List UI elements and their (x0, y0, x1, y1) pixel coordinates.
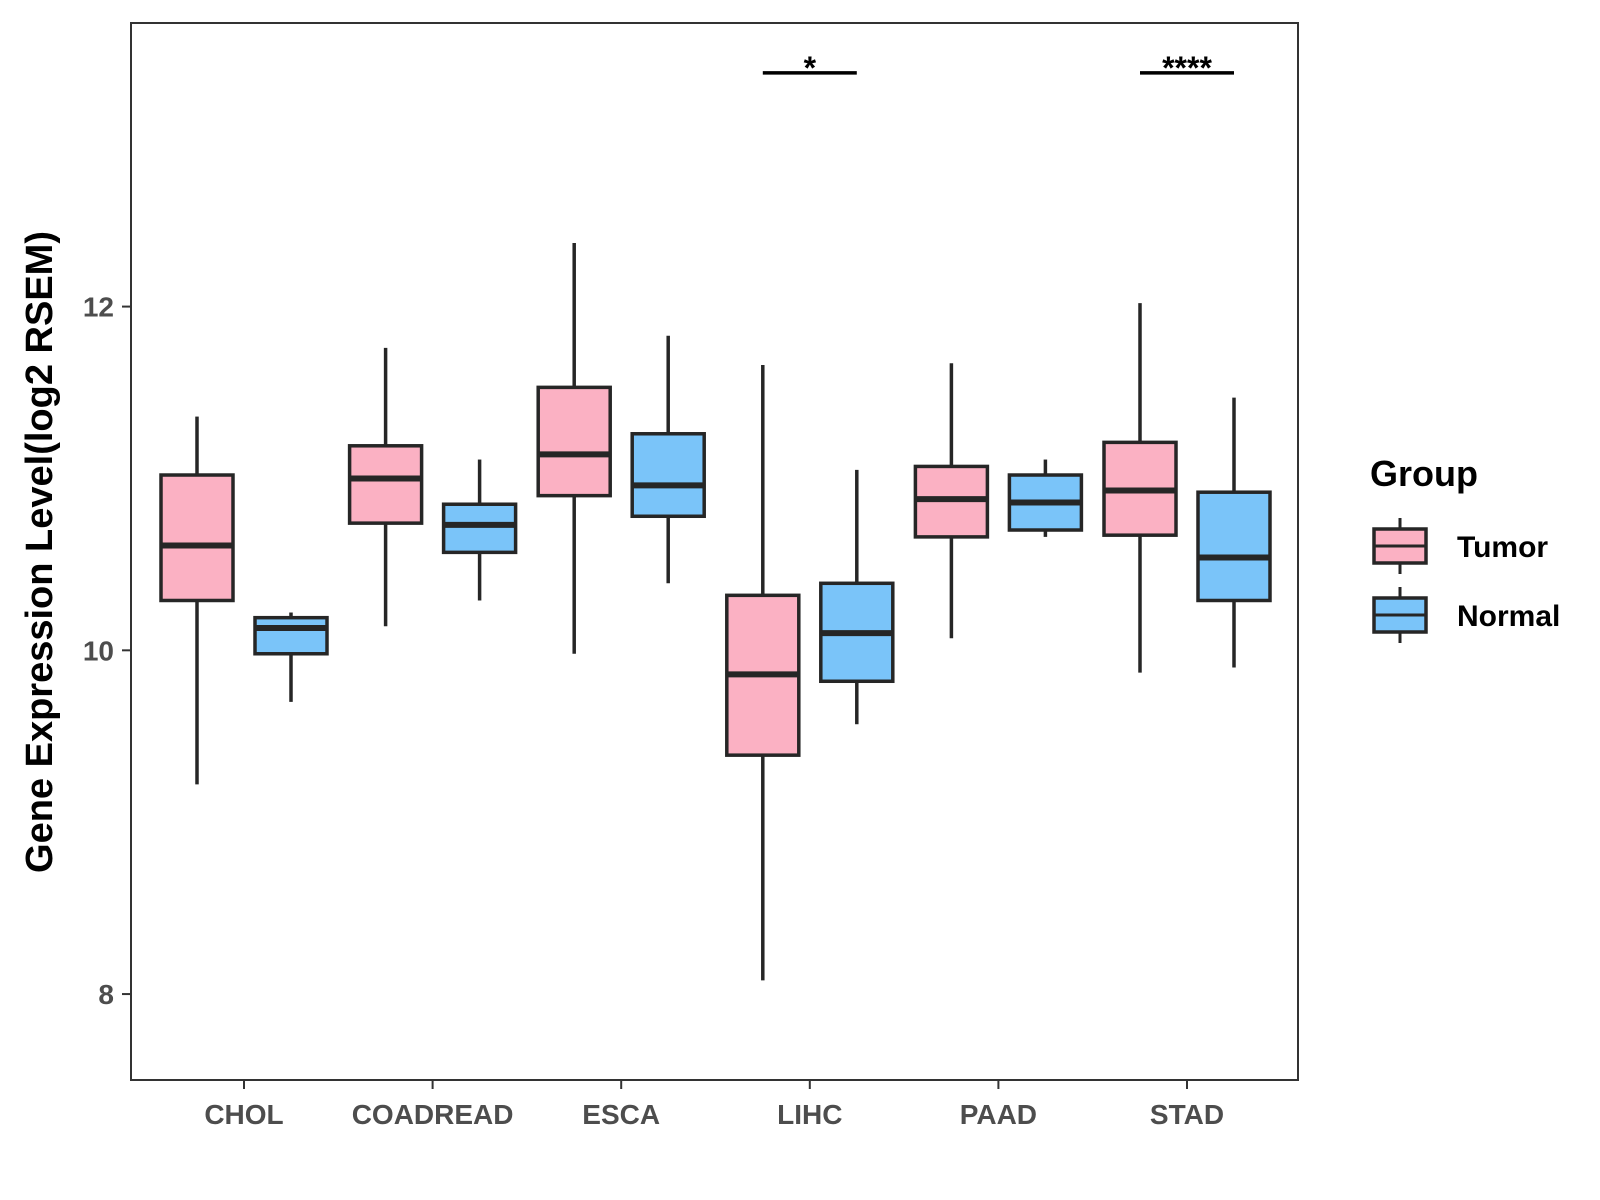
box-normal-paad (1007, 459, 1084, 537)
x-tick-label: STAD (1150, 1099, 1224, 1130)
box-normal-coadread (441, 459, 518, 601)
box-tumor-lihc (725, 365, 801, 981)
legend-label: Tumor (1457, 531, 1548, 564)
box-normal-esca (630, 335, 706, 584)
axes: 8 10 12 CHOL COADREAD ESCA LIHC PAAD STAD (83, 292, 1224, 1130)
box-iqr (253, 615, 329, 656)
y-tick-label: 10 (83, 635, 114, 666)
box-iqr (1196, 490, 1272, 603)
y-axis-title: Gene Expression Level(log2 RSEM) (19, 231, 61, 873)
box-iqr (630, 432, 706, 519)
y-tick-label: 12 (83, 292, 114, 323)
x-tick-label: LIHC (777, 1099, 842, 1130)
box-iqr (441, 502, 518, 555)
significance-label: * (804, 50, 817, 86)
box-normal-lihc (819, 469, 895, 725)
box-tumor-coadread (347, 347, 424, 627)
box-iqr (536, 385, 612, 498)
box-iqr (347, 444, 424, 525)
plot-panel-border (130, 22, 1299, 1081)
legend: Group Tumor Normal (1370, 453, 1560, 643)
box-iqr (159, 473, 235, 603)
x-tick-label: CHOL (204, 1099, 283, 1130)
plot-marks: * **** (159, 50, 1272, 981)
legend-key-normal (1372, 587, 1428, 643)
x-tick-label: PAAD (960, 1099, 1037, 1130)
box-normal-chol (253, 612, 329, 702)
box-tumor-stad (1102, 303, 1178, 673)
legend-key-tumor (1372, 518, 1428, 574)
box-tumor-esca (536, 242, 612, 654)
y-tick-label: 8 (98, 979, 114, 1010)
x-tick-label: ESCA (582, 1099, 660, 1130)
box-normal-stad (1196, 397, 1272, 668)
legend-label: Normal (1457, 600, 1560, 633)
x-tick-label: COADREAD (352, 1099, 514, 1130)
significance-label: **** (1162, 50, 1212, 86)
box-tumor-chol (159, 416, 235, 785)
box-tumor-paad (913, 363, 990, 639)
legend-title: Group (1370, 453, 1478, 494)
